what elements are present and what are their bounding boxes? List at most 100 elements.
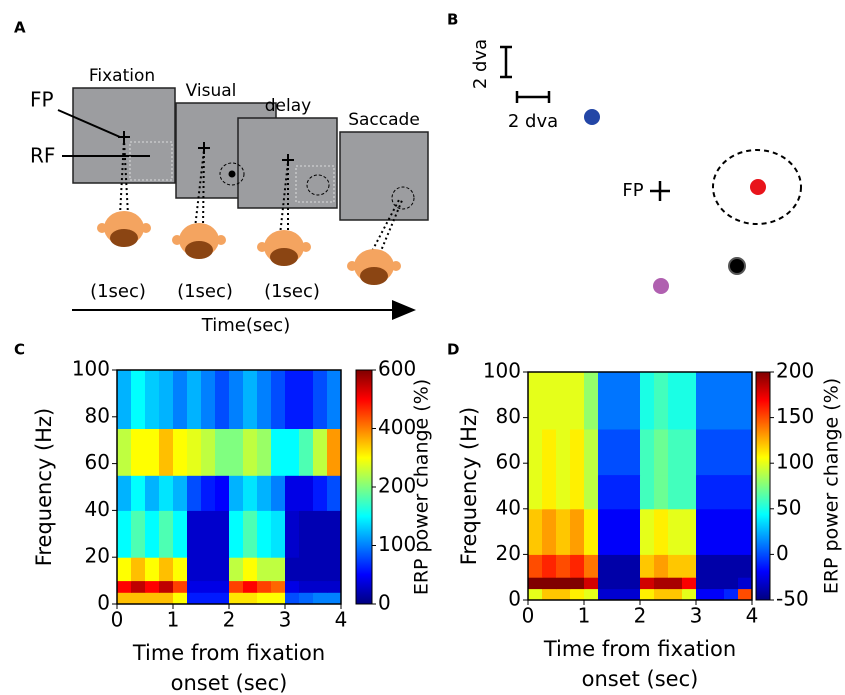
heat-cell (556, 577, 571, 590)
heat-cell (257, 510, 272, 558)
heat-cell (710, 588, 725, 601)
heat-cell (117, 428, 132, 476)
heat-cell (668, 588, 683, 601)
colorbar (755, 371, 771, 601)
heat-cell (131, 428, 146, 476)
heat-cell (173, 510, 188, 558)
heat-cell (215, 475, 230, 511)
heat-cell (570, 474, 585, 510)
heat-cell (710, 508, 725, 555)
heat-cell (229, 428, 244, 476)
heat-cell (201, 592, 216, 605)
screen-label: Fixation (89, 66, 155, 86)
heat-cell (626, 554, 641, 578)
heat-cell (173, 580, 188, 593)
heat-cell (257, 580, 272, 593)
heat-cell (556, 474, 571, 510)
x-tick-label: 0 (522, 604, 535, 628)
target-dot (584, 109, 600, 125)
heat-cell (654, 429, 669, 476)
colorbar-tick-label: -50 (776, 587, 809, 611)
heat-cell (145, 370, 160, 429)
heat-cell (710, 429, 725, 476)
heat-cell (654, 372, 669, 430)
heat-cell (187, 475, 202, 511)
heat-cell (327, 557, 342, 582)
heat-cell (626, 474, 641, 510)
heat-cell (299, 510, 314, 558)
heat-cell (710, 554, 725, 578)
monkey-faces (97, 211, 401, 285)
heat-cell (682, 372, 697, 430)
panel-label: C (14, 341, 25, 359)
heat-cell (131, 592, 146, 605)
x-axis-label: Time from fixation onset (sec) (132, 641, 326, 695)
heat-cell (285, 592, 300, 605)
target-dot (728, 257, 746, 275)
x-tick-label: 1 (167, 608, 180, 632)
heat-cell (215, 557, 230, 582)
heat-cell (612, 372, 627, 430)
heat-cell (542, 372, 557, 430)
heat-cell (201, 580, 216, 593)
heat-cell (145, 592, 160, 605)
heat-cell (285, 428, 300, 476)
heat-cell (201, 428, 216, 476)
heat-cell (696, 372, 711, 430)
target-dot (653, 278, 669, 294)
heat-cell (173, 475, 188, 511)
heat-cell (257, 428, 272, 476)
heat-cell (542, 588, 557, 601)
heat-cell (271, 370, 286, 429)
duration: (1sec) (90, 281, 146, 302)
heat-cell (668, 508, 683, 555)
rf-circle (391, 186, 415, 210)
heat-cell (668, 429, 683, 476)
heat-cell (598, 429, 613, 476)
heat-cell (584, 588, 599, 601)
heat-cell (229, 510, 244, 558)
heat-cell (159, 510, 174, 558)
heat-cell (542, 554, 557, 578)
heat-cell (696, 577, 711, 590)
heat-cell (696, 588, 711, 601)
heat-cell (159, 580, 174, 593)
rf-grid (129, 141, 335, 203)
heat-cell (271, 510, 286, 558)
heat-cell (612, 577, 627, 590)
heat-cell (528, 588, 543, 601)
heat-cell (598, 372, 613, 430)
heat-cell (215, 370, 230, 429)
heat-cell (313, 428, 328, 476)
heat-cell (696, 429, 711, 476)
heat-cell (654, 554, 669, 578)
heat-cell (145, 557, 160, 582)
heat-cell (528, 429, 543, 476)
heat-cell (696, 508, 711, 555)
heat-cell (556, 588, 571, 601)
heat-cell (738, 508, 753, 555)
heat-cell (682, 508, 697, 555)
fp-label: FP (30, 88, 54, 112)
heat-cell (313, 580, 328, 593)
heat-cell (528, 474, 543, 510)
heat-cell (612, 474, 627, 510)
heat-cell (299, 370, 314, 429)
heat-cell (243, 475, 258, 511)
heat-cell (201, 510, 216, 558)
heat-cell (271, 580, 286, 593)
fp-label: FP (622, 180, 643, 201)
heat-cell (584, 429, 599, 476)
heat-cell (243, 557, 258, 582)
heat-cell (187, 370, 202, 429)
heat-cell (724, 372, 739, 430)
heat-cell (285, 557, 300, 582)
heat-cell (570, 372, 585, 430)
heat-cell (243, 428, 258, 476)
heat-cell (542, 508, 557, 555)
heat-cell (654, 474, 669, 510)
y-tick-label: 80 (496, 404, 521, 428)
gaze-lines (119, 139, 404, 259)
heat-cell (682, 577, 697, 590)
heat-cell (201, 370, 216, 429)
